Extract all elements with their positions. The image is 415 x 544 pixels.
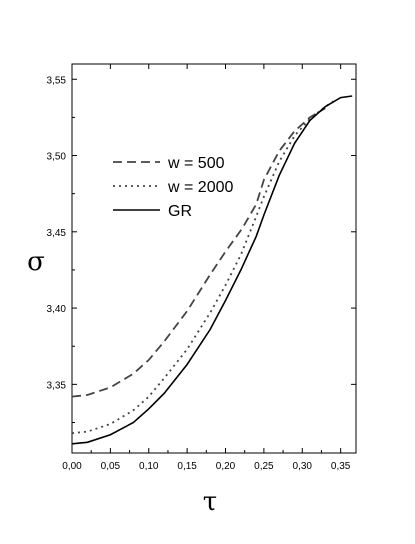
legend-entry: w = 500: [167, 155, 225, 172]
x-tick-label: 0,25: [254, 461, 274, 472]
x-tick-label: 0,15: [177, 461, 197, 472]
x-tick-label: 0,30: [293, 461, 313, 472]
series-layer: [71, 95, 353, 445]
y-tick-label: 3,55: [47, 75, 67, 86]
legend-entry: w = 2000: [167, 179, 233, 196]
x-tick-label: 0,35: [331, 461, 351, 472]
legend-entry: GR: [168, 203, 192, 220]
y-tick-label: 3,45: [47, 228, 67, 239]
legend: w = 500 w = 2000 GR: [113, 155, 233, 220]
y-axis-ticks: 3,35 3,40 3,45 3,50 3,55: [47, 75, 356, 423]
series-line: [71, 107, 326, 398]
series-line: [71, 98, 338, 435]
y-tick-label: 3,40: [47, 304, 67, 315]
x-axis-ticks: 0,00 0,05 0,10 0,15 0,20 0,25 0,30 0,35: [62, 64, 351, 472]
x-tick-label: 0,00: [62, 461, 82, 472]
series-line: [71, 95, 353, 445]
plot-frame: [71, 63, 357, 454]
y-tick-label: 3,50: [47, 152, 67, 163]
y-axis-label: σ: [27, 247, 45, 277]
x-tick-label: 0,05: [101, 461, 121, 472]
x-axis-label: τ: [203, 487, 217, 517]
y-tick-label: 3,35: [47, 380, 67, 391]
x-tick-label: 0,10: [139, 461, 159, 472]
x-tick-label: 0,20: [216, 461, 236, 472]
